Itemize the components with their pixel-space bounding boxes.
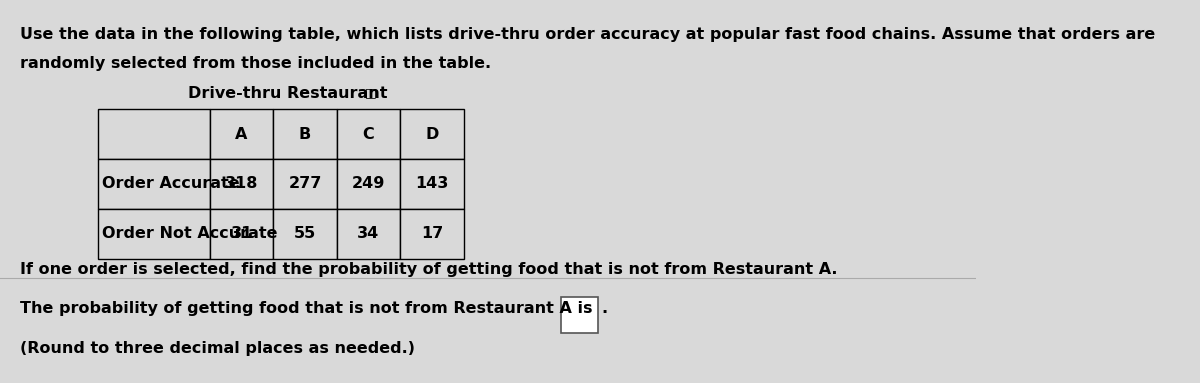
Text: 249: 249	[352, 176, 385, 192]
Bar	[210, 159, 274, 209]
Text: □: □	[365, 86, 377, 99]
Text: 55: 55	[294, 226, 316, 241]
Text: B: B	[299, 126, 311, 142]
Bar	[97, 109, 210, 159]
Text: 34: 34	[358, 226, 379, 241]
Text: Drive-thru Restaurant: Drive-thru Restaurant	[188, 86, 388, 101]
Bar	[274, 209, 337, 259]
Text: The probability of getting food that is not from Restaurant A is: The probability of getting food that is …	[19, 301, 592, 316]
Text: 31: 31	[230, 226, 253, 241]
Bar	[97, 159, 210, 209]
Text: Order Accurate: Order Accurate	[102, 176, 240, 192]
Text: 318: 318	[224, 176, 258, 192]
Text: (Round to three decimal places as needed.): (Round to three decimal places as needed…	[19, 341, 414, 356]
Text: D: D	[425, 126, 439, 142]
Text: randomly selected from those included in the table.: randomly selected from those included in…	[19, 56, 491, 70]
Text: Use the data in the following table, which lists drive-thru order accuracy at po: Use the data in the following table, whi…	[19, 27, 1154, 42]
Bar	[274, 159, 337, 209]
Text: 277: 277	[288, 176, 322, 192]
Bar	[337, 109, 401, 159]
Text: Order Not Accurate: Order Not Accurate	[102, 226, 278, 241]
Text: A: A	[235, 126, 247, 142]
Bar	[97, 209, 210, 259]
Bar	[210, 109, 274, 159]
Bar	[562, 297, 599, 333]
Bar	[337, 159, 401, 209]
Text: .: .	[601, 301, 607, 316]
Bar	[401, 109, 463, 159]
Bar	[401, 159, 463, 209]
Bar	[274, 109, 337, 159]
Text: 143: 143	[415, 176, 449, 192]
Bar	[210, 209, 274, 259]
Bar	[401, 209, 463, 259]
Text: C: C	[362, 126, 374, 142]
Text: 17: 17	[421, 226, 443, 241]
Bar	[337, 209, 401, 259]
Text: If one order is selected, find the probability of getting food that is not from : If one order is selected, find the proba…	[19, 262, 838, 277]
